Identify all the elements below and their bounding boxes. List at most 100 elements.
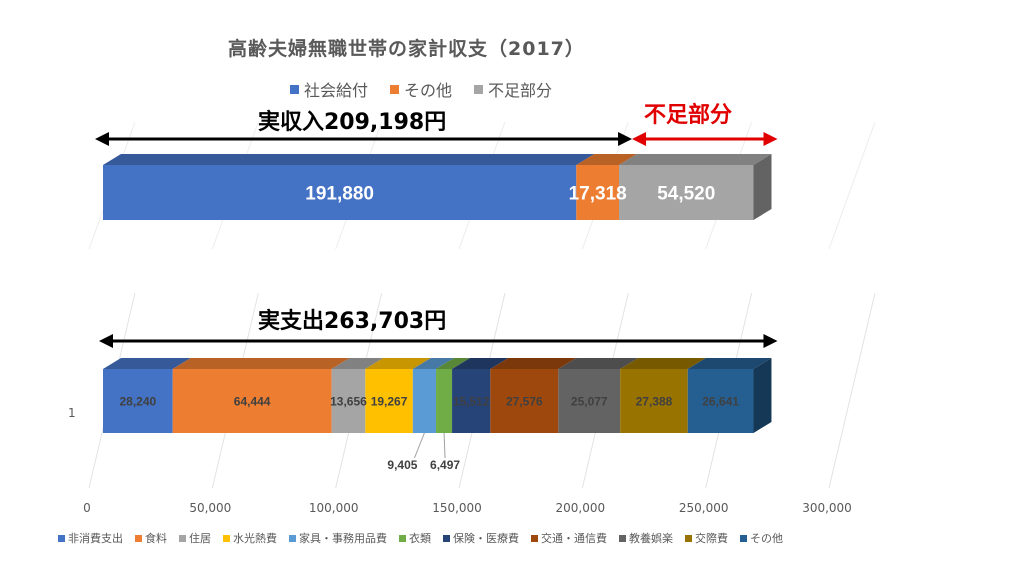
expense-bar-top-face (365, 358, 431, 369)
expense-bar-top-face (490, 358, 577, 369)
expense-bar-top-face (452, 358, 509, 369)
expense-bar-outside-label: 6,497 (430, 458, 460, 472)
expense-bar-data-label: 15,512 (453, 394, 490, 408)
expense-bar-segment (412, 369, 437, 433)
legend-label: 交通・通信費 (541, 532, 607, 545)
leader-line (443, 432, 446, 459)
income-bar-data-label: 191,880 (305, 183, 374, 204)
leader-line (413, 432, 425, 459)
expense-bar-top-face (436, 358, 471, 369)
income-bar-side-face (753, 154, 772, 220)
shortfall-arrow-head-right (763, 132, 778, 146)
expense-bar-segment (558, 369, 621, 433)
income-annotation-label: 実収入209,198円 (258, 110, 447, 135)
expense-arrow-head-left (99, 334, 113, 348)
chart-title: 高齢夫婦無職世帯の家計収支（2017） (228, 38, 585, 60)
expense-bar-top-face (558, 358, 639, 369)
x-tick-label: 300,000 (802, 501, 852, 515)
expense-bar-data-label: 13,656 (330, 394, 367, 408)
legend-item-9: 交際費 (685, 530, 728, 546)
expense-bar-data-label: 27,388 (636, 394, 673, 408)
expense-bar-data-label: 25,077 (571, 394, 608, 408)
legend-item-7: 交通・通信費 (531, 530, 607, 546)
expense-bar-data-label: 19,267 (371, 394, 408, 408)
legend-swatch (685, 534, 692, 542)
income-bar-top-face (619, 154, 772, 165)
expense-bar-segment (331, 369, 366, 433)
expense-bar-segment (172, 369, 332, 433)
expense-arrow-head-right (763, 334, 778, 348)
legend-swatch (740, 534, 747, 542)
legend-swatch (289, 534, 296, 542)
legend-item-6: 保険・医療費 (443, 530, 519, 546)
legend-item-shortfall: 不足部分 (474, 77, 552, 101)
legend-swatch (223, 534, 230, 542)
legend-label: 交際費 (695, 532, 728, 545)
legend-label: 保険・医療費 (453, 532, 519, 545)
expense-bar-top-face (103, 358, 191, 369)
legend-label: 水光熱費 (233, 532, 277, 545)
expense-annotation-label: 実支出263,703円 (258, 309, 447, 334)
income-arrow-head-right (618, 132, 633, 146)
legend-label: 非消費支出 (68, 532, 123, 545)
y-category-label: 1 (68, 406, 76, 420)
legend-swatch (619, 534, 626, 542)
legend-item-5: 衣類 (399, 530, 431, 546)
legend-label: 不足部分 (488, 81, 553, 100)
legend-item-8: 教養娯楽 (619, 530, 673, 546)
expense-bar-top-face (172, 358, 350, 369)
legend-label: 衣類 (409, 532, 431, 545)
expense-bar-top-face (412, 358, 455, 369)
income-arrow-head-left (95, 132, 109, 146)
legend-swatch (390, 84, 400, 94)
legend-swatch (58, 534, 65, 542)
legend-swatch (399, 534, 406, 542)
legend-item-10: その他 (740, 530, 783, 546)
income-bar-top-face (576, 154, 638, 165)
income-bar-data-label: 54,520 (657, 183, 715, 204)
legend-item-4: 家具・事務用品費 (289, 530, 387, 546)
expense-bar-segment (103, 369, 173, 433)
expense-bar-data-label: 64,444 (234, 394, 271, 408)
expense-bar-data-label: 26,641 (702, 394, 739, 408)
x-tick-label: 50,000 (189, 501, 231, 515)
legend-swatch (135, 534, 142, 542)
expense-bar-segment (490, 369, 559, 433)
legend-swatch (290, 84, 299, 94)
x-tick-label: 150,000 (432, 501, 482, 515)
shortfall-arrow-head-left (632, 132, 647, 146)
shortfall-annotation-label: 不足部分 (644, 103, 733, 128)
expense-bar-segment (365, 369, 413, 433)
legend-swatch (179, 534, 186, 542)
expense-bar-outside-label: 9,405 (387, 458, 417, 472)
bottom-legend: 非消費支出 食料 住居 水光熱費 家具・事務用品費 衣類 保険・医療費 交通・通信費 教養娯楽 交… (58, 530, 783, 546)
legend-item-1: 食料 (135, 530, 167, 546)
expense-bar-data-label: 28,240 (119, 394, 156, 408)
income-bar-segment (103, 165, 577, 220)
income-bar-segment (576, 165, 620, 220)
expense-bar-segment (620, 369, 688, 433)
legend-label: 社会給付 (304, 81, 369, 100)
expense-bar-data-label: 27,576 (506, 394, 543, 408)
legend-item-3: 水光熱費 (223, 530, 277, 546)
expense-bar-segment (452, 369, 491, 433)
legend-item-social-benefit: 社会給付 (290, 77, 368, 101)
legend-label: その他 (404, 81, 453, 100)
x-tick-label: 200,000 (556, 501, 606, 515)
legend-label: 家具・事務用品費 (299, 532, 387, 545)
expense-bar-segment (436, 369, 453, 433)
income-bar-segment (619, 165, 754, 220)
x-tick-label: 100,000 (309, 501, 359, 515)
expense-bar-top-face (620, 358, 706, 369)
legend-item-2: 住居 (179, 530, 211, 546)
legend-item-other-income: その他 (390, 77, 452, 101)
gridline (828, 292, 876, 489)
expense-bar-top-face (687, 358, 772, 369)
legend-swatch (443, 534, 450, 542)
x-tick-label: 250,000 (679, 501, 729, 515)
legend-label: 教養娯楽 (629, 532, 673, 545)
expense-bar-side-face (753, 358, 772, 433)
income-bar-top-face (103, 154, 595, 165)
legend-item-0: 非消費支出 (58, 530, 123, 546)
